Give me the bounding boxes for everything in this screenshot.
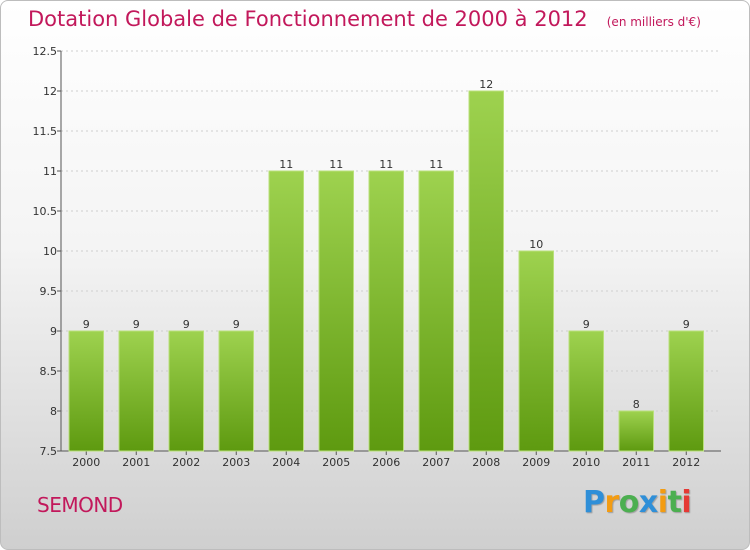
bars [68,90,704,452]
y-tick-label: 11 [43,165,57,178]
logo-letter: x [638,485,658,520]
x-tick-label: 2009 [522,456,550,469]
chart-title-text: Dotation Globale de Fonctionnement de 20… [28,7,588,31]
chart-title: Dotation Globale de Fonctionnement de 20… [28,7,701,31]
bar [268,170,304,452]
logo-letter: i [681,485,692,520]
bar [668,330,704,452]
x-tick-label: 2011 [622,456,650,469]
data-label: 9 [233,318,240,331]
y-tick-label: 7.5 [40,445,58,458]
bar [218,330,254,452]
data-label: 11 [429,158,443,171]
data-label: 9 [683,318,690,331]
bar [518,250,554,452]
data-label: 11 [379,158,393,171]
x-tick-label: 2005 [322,456,350,469]
x-tick-label: 2008 [472,456,500,469]
bar [418,170,454,452]
x-tick-label: 2003 [222,456,250,469]
y-tick-label: 8.5 [40,365,58,378]
data-label: 10 [529,238,543,251]
bar [368,170,404,452]
x-tick-label: 2000 [72,456,100,469]
logo-letter: o [618,485,640,520]
data-label: 9 [183,318,190,331]
x-tick-label: 2002 [172,456,200,469]
data-label: 11 [329,158,343,171]
tick-labels: 7.5 8 8.5 9 9.5 10 10.5 11 11.5 12 12.5 2000 2001 200… [33,45,701,469]
data-label: 9 [133,318,140,331]
data-label: 9 [83,318,90,331]
data-label: 11 [279,158,293,171]
bar [168,330,204,452]
proxiti-logo: Proxiti [583,485,692,520]
data-label: 8 [633,398,640,411]
y-tick-label: 11.5 [33,125,58,138]
chart-unit: (en milliers d'€) [606,15,701,29]
data-label: 12 [479,78,493,91]
y-tick-label: 9.5 [40,285,58,298]
y-tick-label: 10 [43,245,57,258]
logo-letter: P [583,485,605,520]
bar [118,330,154,452]
logo-letter: i [657,485,668,520]
y-tick-label: 10.5 [33,205,58,218]
x-tick-label: 2010 [572,456,600,469]
logo-letter: t [667,485,682,520]
bar [68,330,104,452]
x-tick-label: 2006 [372,456,400,469]
data-labels: 9 9 9 9 11 11 11 11 12 10 9 8 9 [83,78,690,411]
x-tick-label: 2004 [272,456,300,469]
y-tick-label: 8 [50,405,57,418]
bar [568,330,604,452]
bar [318,170,354,452]
x-tick-label: 2012 [672,456,700,469]
y-tick-label: 12.5 [33,45,58,58]
y-tick-label: 12 [43,85,57,98]
bar [468,90,504,452]
x-tick-label: 2001 [122,456,150,469]
data-label: 9 [583,318,590,331]
y-tick-label: 9 [50,325,57,338]
x-tick-label: 2007 [422,456,450,469]
bar [618,410,654,452]
logo-letter: r [604,485,620,520]
commune-name: SEMOND [37,493,123,517]
